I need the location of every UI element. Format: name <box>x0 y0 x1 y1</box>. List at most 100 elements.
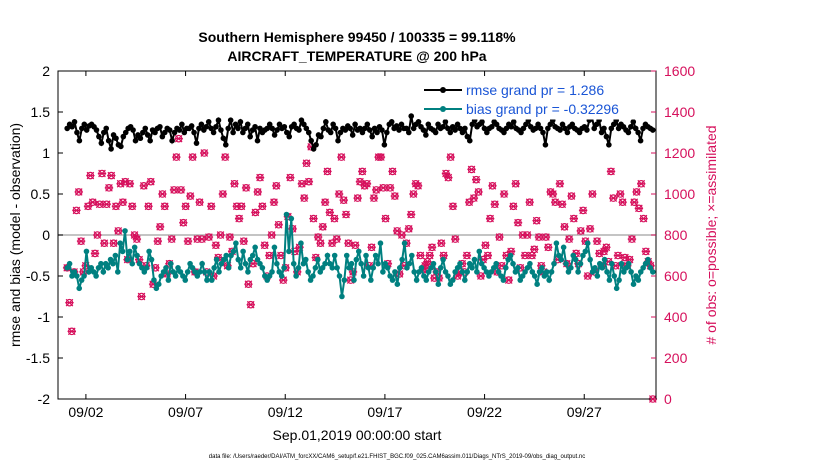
rmse-point <box>445 125 451 132</box>
bias-point <box>442 269 449 275</box>
obs-assimilated-point <box>544 243 553 252</box>
y-tick-label-right: 800 <box>664 227 688 243</box>
rmse-point <box>298 117 305 123</box>
x-tick-label: 09/27 <box>567 404 602 420</box>
rmse-point <box>598 129 605 136</box>
obs-assimilated-point <box>474 188 483 196</box>
bias-point <box>127 248 133 255</box>
obs-assimilated-point <box>483 251 493 260</box>
rmse-point <box>425 121 432 128</box>
rmse-point <box>466 137 473 144</box>
obs-assimilated-point <box>204 233 214 241</box>
bias-point <box>435 281 442 288</box>
obs-assimilated-point <box>602 243 611 252</box>
rmse-point <box>640 125 646 132</box>
rmse-point <box>213 123 219 130</box>
obs-assimilated-point <box>325 208 334 217</box>
rmse-point <box>244 121 251 128</box>
bias-point <box>339 293 345 300</box>
bias-point <box>341 277 348 283</box>
rmse-point <box>318 133 324 140</box>
bias-point <box>625 260 632 267</box>
rmse-point <box>537 125 544 132</box>
obs-assimilated-point <box>176 186 186 194</box>
x-tick-label: 09/17 <box>367 404 402 420</box>
obs-assimilated-point <box>376 153 386 161</box>
bias-point <box>447 281 454 288</box>
rmse-point <box>459 129 466 136</box>
y-tick-label-right: 1000 <box>664 186 695 202</box>
obs-assimilated-point <box>253 188 262 196</box>
rmse-point <box>357 125 363 132</box>
obs-assimilated-point <box>592 237 602 245</box>
obs-assimilated-point <box>220 153 230 161</box>
obs-assimilated-point <box>560 222 569 231</box>
rmse-point <box>381 142 388 148</box>
y-tick-label-left: 0.5 <box>31 186 51 202</box>
rmse-point <box>74 129 80 136</box>
y-tick-label-left: -2 <box>38 391 51 407</box>
bias-point <box>560 244 567 251</box>
obs-assimilated-point <box>260 241 269 250</box>
rmse-point <box>296 127 302 133</box>
bias-point <box>522 269 528 275</box>
rmse-point <box>205 119 212 125</box>
obs-assimilated-point <box>585 225 595 233</box>
rmse-point <box>569 121 576 128</box>
bias-point <box>563 260 569 267</box>
bias-point <box>302 256 309 263</box>
rmse-point <box>193 140 200 146</box>
obs-assimilated-point <box>274 220 283 229</box>
bias-point <box>575 269 581 275</box>
rmse-point <box>83 127 90 133</box>
bias-point <box>107 256 114 263</box>
bias-point <box>252 244 258 251</box>
bias-point <box>517 277 524 283</box>
bias-point <box>228 252 234 259</box>
bias-point <box>633 273 639 279</box>
bias-point <box>372 252 379 259</box>
obs-assimilated-point <box>488 181 497 190</box>
obs-assimilated-point <box>613 251 623 260</box>
rmse-point <box>649 127 656 133</box>
bias-point <box>411 269 418 275</box>
bias-point <box>148 256 155 263</box>
rmse-point <box>342 127 349 133</box>
bias-point <box>570 252 577 259</box>
y-tick-label-left: -1 <box>38 309 51 325</box>
bias-point <box>452 269 458 275</box>
bias-point <box>136 260 143 267</box>
obs-assimilated-point <box>286 173 295 182</box>
obs-assimilated-point <box>337 153 346 161</box>
bias-point <box>184 269 191 275</box>
obs-assimilated-point <box>300 194 309 202</box>
bias-point <box>196 269 203 275</box>
rmse-point <box>122 129 129 136</box>
obs-assimilated-point <box>86 171 95 180</box>
obs-assimilated-point <box>513 218 523 227</box>
obs-assimilated-point <box>251 208 260 217</box>
bias-point <box>264 277 271 283</box>
legend-bias-label: bias grand pr = -0.32296 <box>466 101 619 117</box>
rmse-point <box>364 121 371 128</box>
rmse-point <box>161 129 168 136</box>
obs-assimilated-point <box>158 190 167 198</box>
rmse-point <box>218 127 224 133</box>
bias-point <box>582 248 589 255</box>
obs-assimilated-point <box>499 190 509 198</box>
rmse-point <box>562 125 568 132</box>
bias-point <box>495 269 502 275</box>
bias-point <box>621 269 627 275</box>
bias-point <box>218 260 225 267</box>
obs-assimilated-point <box>469 194 479 202</box>
obs-assimilated-point <box>167 235 176 243</box>
rmse-point <box>130 127 136 133</box>
bias-point <box>278 273 285 279</box>
bias-point <box>425 269 432 275</box>
bias-point <box>327 260 333 267</box>
obs-assimilated-point <box>267 231 276 239</box>
bias-point <box>459 269 466 275</box>
bias-point <box>163 265 169 271</box>
rmse-point <box>557 127 563 133</box>
obs-assimilated-point <box>272 181 281 190</box>
